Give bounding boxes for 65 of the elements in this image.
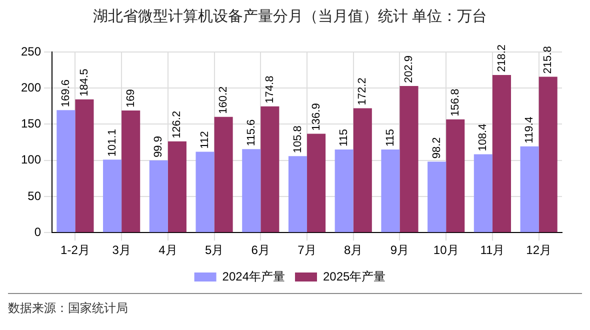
y-tick-label: 150	[20, 116, 42, 131]
data-label: 169.6	[60, 80, 72, 108]
data-label: 172.2	[356, 78, 369, 106]
x-tick-label: 8月	[344, 243, 363, 258]
bar	[334, 150, 354, 232]
y-tick-label: 50	[28, 188, 42, 203]
bar	[103, 160, 122, 232]
data-label: 115	[384, 128, 396, 147]
data-label: 115	[338, 128, 350, 147]
data-label: 174.8	[264, 76, 276, 104]
bar	[149, 160, 168, 232]
bar	[288, 156, 308, 232]
data-label: 126.2	[171, 110, 184, 138]
data-label: 108.4	[477, 124, 490, 152]
chart-title: 湖北省微型计算机设备产量分月（当月值）统计 单位：万台	[92, 8, 488, 26]
data-label: 115.6	[245, 119, 258, 146]
x-tick-label: 7月	[298, 243, 316, 258]
data-label: 156.8	[449, 88, 462, 116]
data-label: 112	[199, 131, 212, 149]
data-label: 136.9	[310, 103, 322, 131]
bar	[56, 110, 76, 232]
bar	[196, 152, 214, 232]
bar	[400, 86, 418, 232]
y-tick-label: 250	[20, 44, 42, 58]
x-tick-label: 11月	[480, 243, 505, 258]
data-label: 105.8	[292, 126, 304, 154]
x-tick-label: 12月	[526, 243, 552, 258]
data-label: 160.2	[218, 86, 230, 114]
x-tick-label: 10月	[433, 243, 459, 258]
bar	[307, 134, 326, 232]
bar	[446, 119, 465, 232]
data-label: 184.5	[78, 68, 91, 96]
bar	[381, 150, 400, 232]
bar	[260, 106, 280, 232]
y-tick-label: 0	[34, 224, 42, 239]
x-tick-label: 5月	[204, 243, 224, 258]
legend-label: 2025年产量	[323, 269, 386, 284]
bar	[75, 99, 94, 232]
legend-label: 2024年产量	[222, 269, 286, 284]
bar	[242, 149, 261, 232]
data-label: 215.8	[542, 46, 554, 74]
x-tick-label: 3月	[112, 243, 131, 258]
bar	[214, 116, 233, 232]
bar	[122, 110, 140, 232]
source-note: 数据来源：国家统计局	[8, 301, 128, 315]
bar	[428, 162, 446, 232]
data-label: 202.9	[403, 55, 416, 84]
bar	[520, 146, 539, 232]
data-label: 98.2	[430, 137, 443, 159]
x-tick-label: 9月	[390, 243, 410, 258]
x-tick-label: 4月	[158, 243, 178, 258]
bar	[538, 76, 558, 232]
data-label: 119.4	[524, 116, 536, 144]
y-tick-label: 100	[20, 152, 42, 167]
data-label: 218.2	[496, 44, 508, 72]
x-tick-label: 1-2月	[60, 243, 90, 258]
y-tick-label: 200	[20, 80, 42, 94]
data-label: 169	[124, 89, 137, 108]
data-label: 101.1	[106, 129, 118, 157]
data-label: 99.9	[152, 136, 165, 158]
bar	[492, 74, 511, 232]
x-tick-label: 6月	[251, 243, 270, 258]
bar	[474, 154, 492, 232]
bar	[168, 141, 186, 232]
bar	[353, 108, 372, 232]
